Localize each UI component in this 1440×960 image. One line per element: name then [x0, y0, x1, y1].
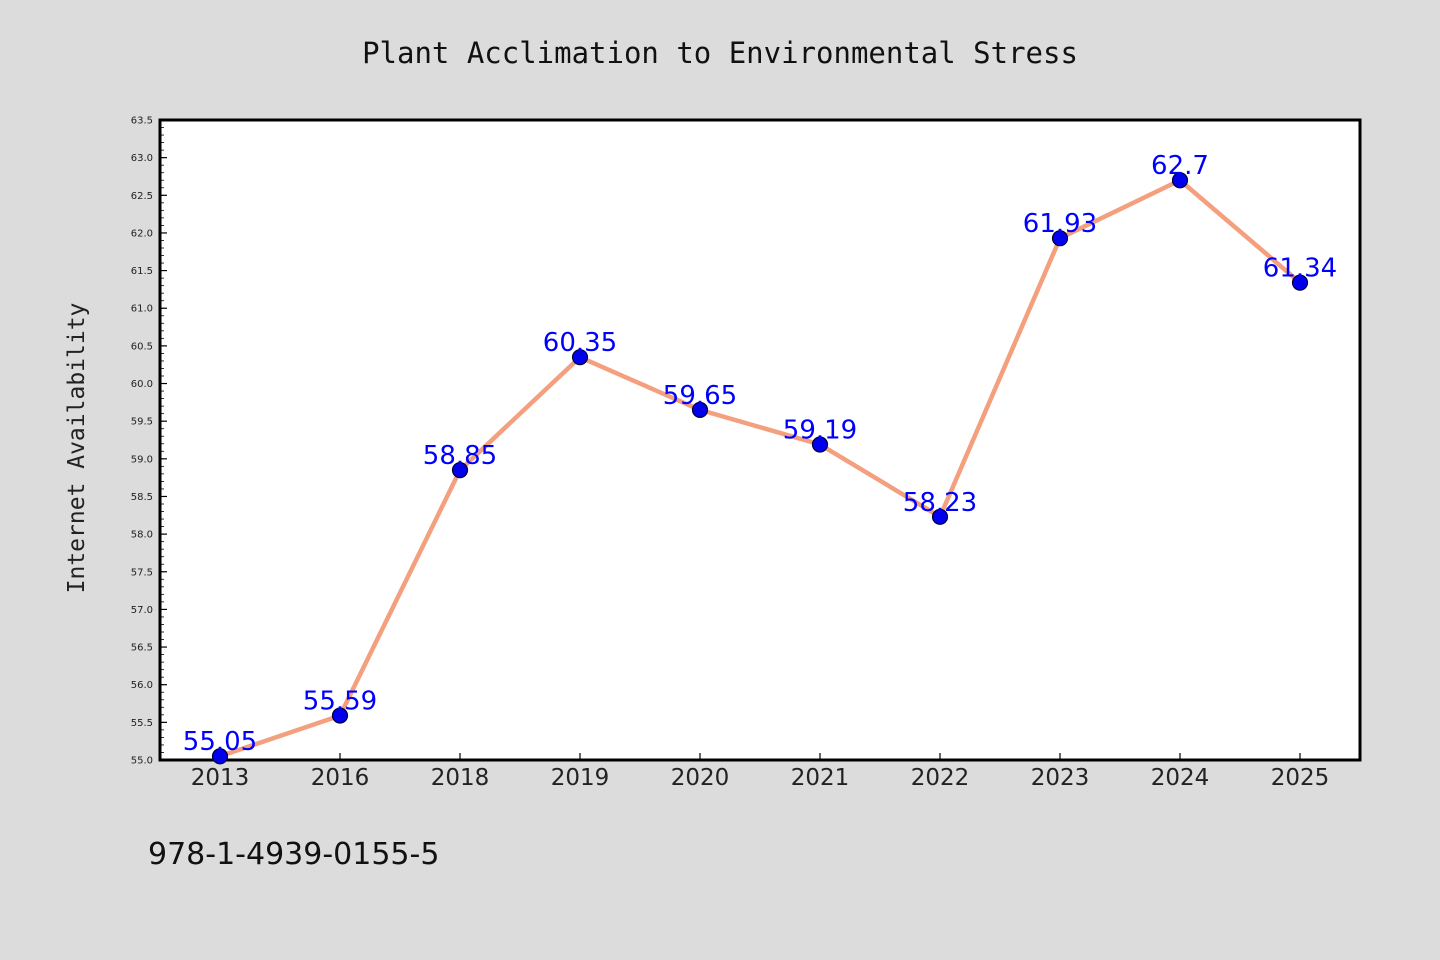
data-label: 58.23	[903, 488, 977, 518]
x-tick-label: 2023	[1031, 765, 1090, 791]
y-tick-label: 63.0	[131, 153, 153, 164]
y-tick-label: 58.5	[131, 492, 153, 503]
y-axis: 55.0 55.5 56.0 56.5 57.0 57.5 58.0 58.5 59.0 59.5…	[131, 116, 167, 767]
data-point	[451, 462, 469, 479]
x-tick-label: 2025	[1271, 765, 1330, 791]
data-point	[211, 748, 229, 765]
data-point	[1171, 172, 1189, 189]
x-tick-label: 2018	[431, 765, 490, 791]
data-label: 55.05	[183, 727, 257, 757]
data-label: 55.59	[303, 687, 377, 717]
y-tick-label: 59.5	[131, 417, 153, 428]
y-tick-label: 61.5	[131, 266, 153, 277]
y-tick-label: 60.5	[131, 341, 153, 352]
x-tick-label: 2016	[311, 765, 370, 791]
x-tick-label: 2020	[671, 765, 730, 791]
y-axis-label: Internet Availability	[64, 303, 90, 594]
plot-area	[158, 118, 1362, 762]
y-tick-label: 57.0	[131, 605, 153, 616]
x-tick-label: 2021	[791, 765, 850, 791]
data-point	[811, 436, 829, 453]
y-tick-label: 55.5	[131, 718, 153, 729]
y-tick-label: 60.0	[131, 379, 153, 390]
y-tick-label: 62.0	[131, 228, 153, 239]
data-labels: 55.05 55.59 58.85 60.35 59.65 59.19 58.23 61.93…	[183, 151, 1337, 757]
data-point	[1291, 274, 1309, 291]
series-line-group	[219, 177, 1302, 759]
y-tick-label: 56.5	[131, 643, 153, 654]
y-tick-label: 61.0	[131, 304, 153, 315]
data-label: 59.65	[663, 381, 737, 411]
chart-title: Plant Acclimation to Environmental Stres…	[362, 36, 1078, 70]
data-label: 60.35	[543, 328, 617, 358]
data-point	[331, 707, 349, 724]
data-label: 59.19	[783, 416, 857, 446]
data-label: 61.93	[1023, 209, 1097, 239]
data-label: 61.34	[1263, 254, 1337, 284]
y-tick-label: 58.0	[131, 530, 153, 541]
data-markers	[211, 172, 1309, 765]
y-tick-label: 55.0	[131, 756, 153, 767]
data-point	[1051, 230, 1069, 247]
y-tick-label: 56.0	[131, 680, 153, 691]
x-tick-label: 2022	[911, 765, 970, 791]
footer-code: 978-1-4939-0155-5	[148, 837, 439, 872]
x-axis: 2013 2016 2018 2019 2020 2021 2022 2023 2024 2025	[191, 753, 1330, 791]
x-tick-label: 2013	[191, 765, 250, 791]
y-tick-label: 62.5	[131, 191, 153, 202]
y-tick-label: 57.5	[131, 567, 153, 578]
data-point	[931, 508, 949, 525]
x-tick-label: 2024	[1151, 765, 1210, 791]
x-tick-label: 2019	[551, 765, 610, 791]
y-tick-label: 59.0	[131, 454, 153, 465]
data-label: 58.85	[423, 441, 497, 471]
series-line	[219, 177, 1302, 759]
data-point	[691, 401, 709, 418]
data-label: 62.7	[1151, 151, 1209, 181]
y-tick-label: 63.5	[131, 116, 153, 127]
data-point	[571, 349, 589, 366]
